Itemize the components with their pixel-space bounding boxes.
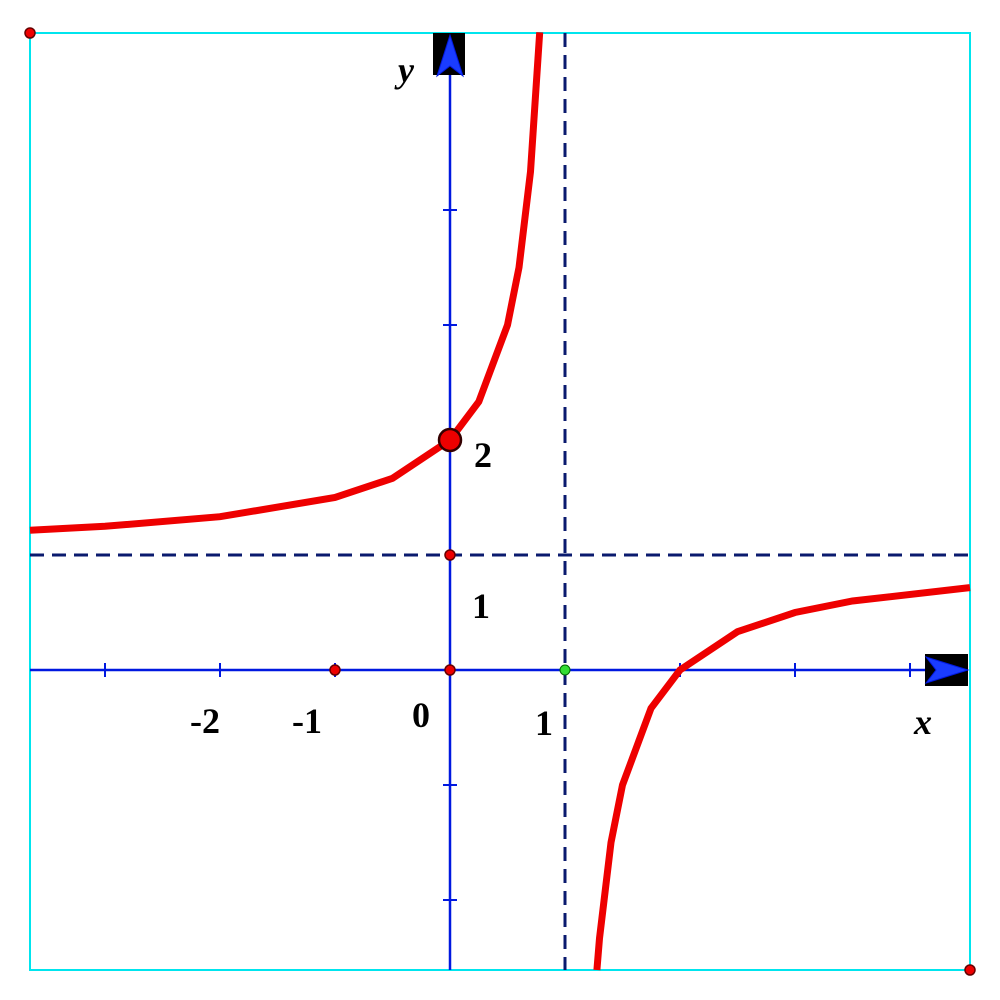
curve-left xyxy=(29,32,544,534)
y-tick-label: 1 xyxy=(472,586,490,626)
x-tick-label: -1 xyxy=(292,701,322,741)
frame xyxy=(29,32,971,971)
points xyxy=(24,27,976,976)
point-green xyxy=(559,664,571,676)
x-arrow xyxy=(924,656,970,684)
curve-right xyxy=(593,584,971,971)
y-label: y xyxy=(394,50,415,90)
x-label: x xyxy=(913,702,932,742)
x-tick-label: 1 xyxy=(535,703,553,743)
x-tick-label: 0 xyxy=(412,695,430,735)
x-tick-label: -2 xyxy=(190,701,220,741)
y-arrow xyxy=(436,33,464,78)
ticks xyxy=(104,209,911,901)
y-tick-label: 2 xyxy=(474,435,492,475)
